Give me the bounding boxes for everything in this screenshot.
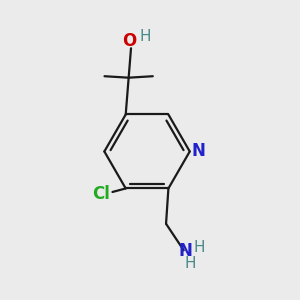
Text: H: H [184,256,196,271]
Text: N: N [178,242,192,260]
Text: H: H [193,240,205,255]
Text: H: H [140,29,151,44]
Text: N: N [192,142,206,160]
Text: Cl: Cl [92,185,110,203]
Text: O: O [122,32,137,50]
